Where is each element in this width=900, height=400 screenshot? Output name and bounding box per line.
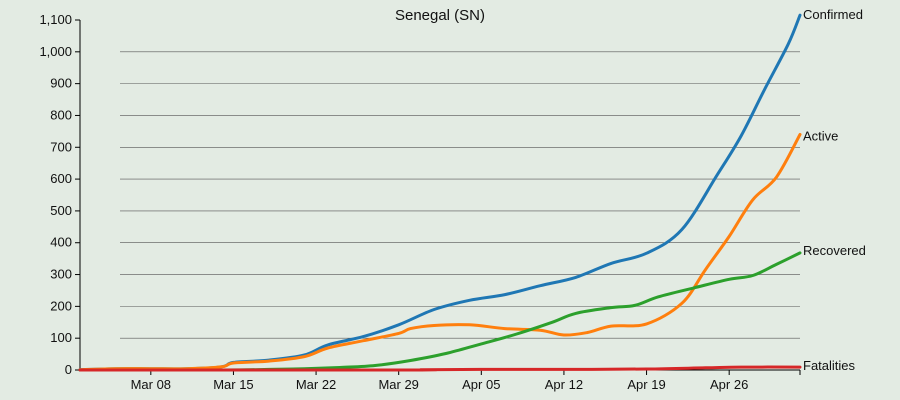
x-tick-label: Mar 22 [296,377,336,392]
y-tick-label: 1,100 [39,12,72,27]
series-label-fatalities: Fatalities [803,358,856,373]
y-tick-label: 0 [65,362,72,377]
y-tick-label: 600 [50,171,72,186]
y-tick-label: 800 [50,107,72,122]
series-lines [78,13,802,372]
y-tick-label: 100 [50,330,72,345]
x-tick-label: Mar 15 [213,377,253,392]
y-tick-label: 700 [50,139,72,154]
x-tick-label: Apr 19 [627,377,665,392]
y-tick-label: 1,000 [39,44,72,59]
y-tick-label: 400 [50,235,72,250]
grid-lines [120,51,800,339]
series-labels: Confirmed Active Recovered Fatalities [803,7,866,373]
series-line-fatalities [78,365,802,372]
series-label-confirmed: Confirmed [803,7,863,22]
y-tick-labels: 0 100 200 300 400 500 600 700 800 900 1,000 1,100 [39,12,80,377]
x-tick-label: Mar 29 [378,377,418,392]
y-tick-label: 300 [50,267,72,282]
x-tick-label: Apr 05 [462,377,500,392]
y-tick-label: 900 [50,76,72,91]
x-tick-labels: Mar 08 Mar 15 Mar 22 Mar 29 Apr 05 Apr 12 Apr … [131,370,801,392]
axes [79,20,800,371]
series-line-active [78,133,802,372]
x-tick-label: Apr 12 [545,377,583,392]
x-tick-label: Apr 26 [710,377,748,392]
chart-title: Senegal (SN) [395,7,485,24]
series-line-confirmed [78,13,802,372]
y-tick-label: 500 [50,203,72,218]
y-tick-label: 200 [50,298,72,313]
series-label-recovered: Recovered [803,243,866,258]
series-label-active: Active [803,129,838,144]
series-line-recovered [78,251,802,372]
x-tick-label: Mar 08 [131,377,171,392]
